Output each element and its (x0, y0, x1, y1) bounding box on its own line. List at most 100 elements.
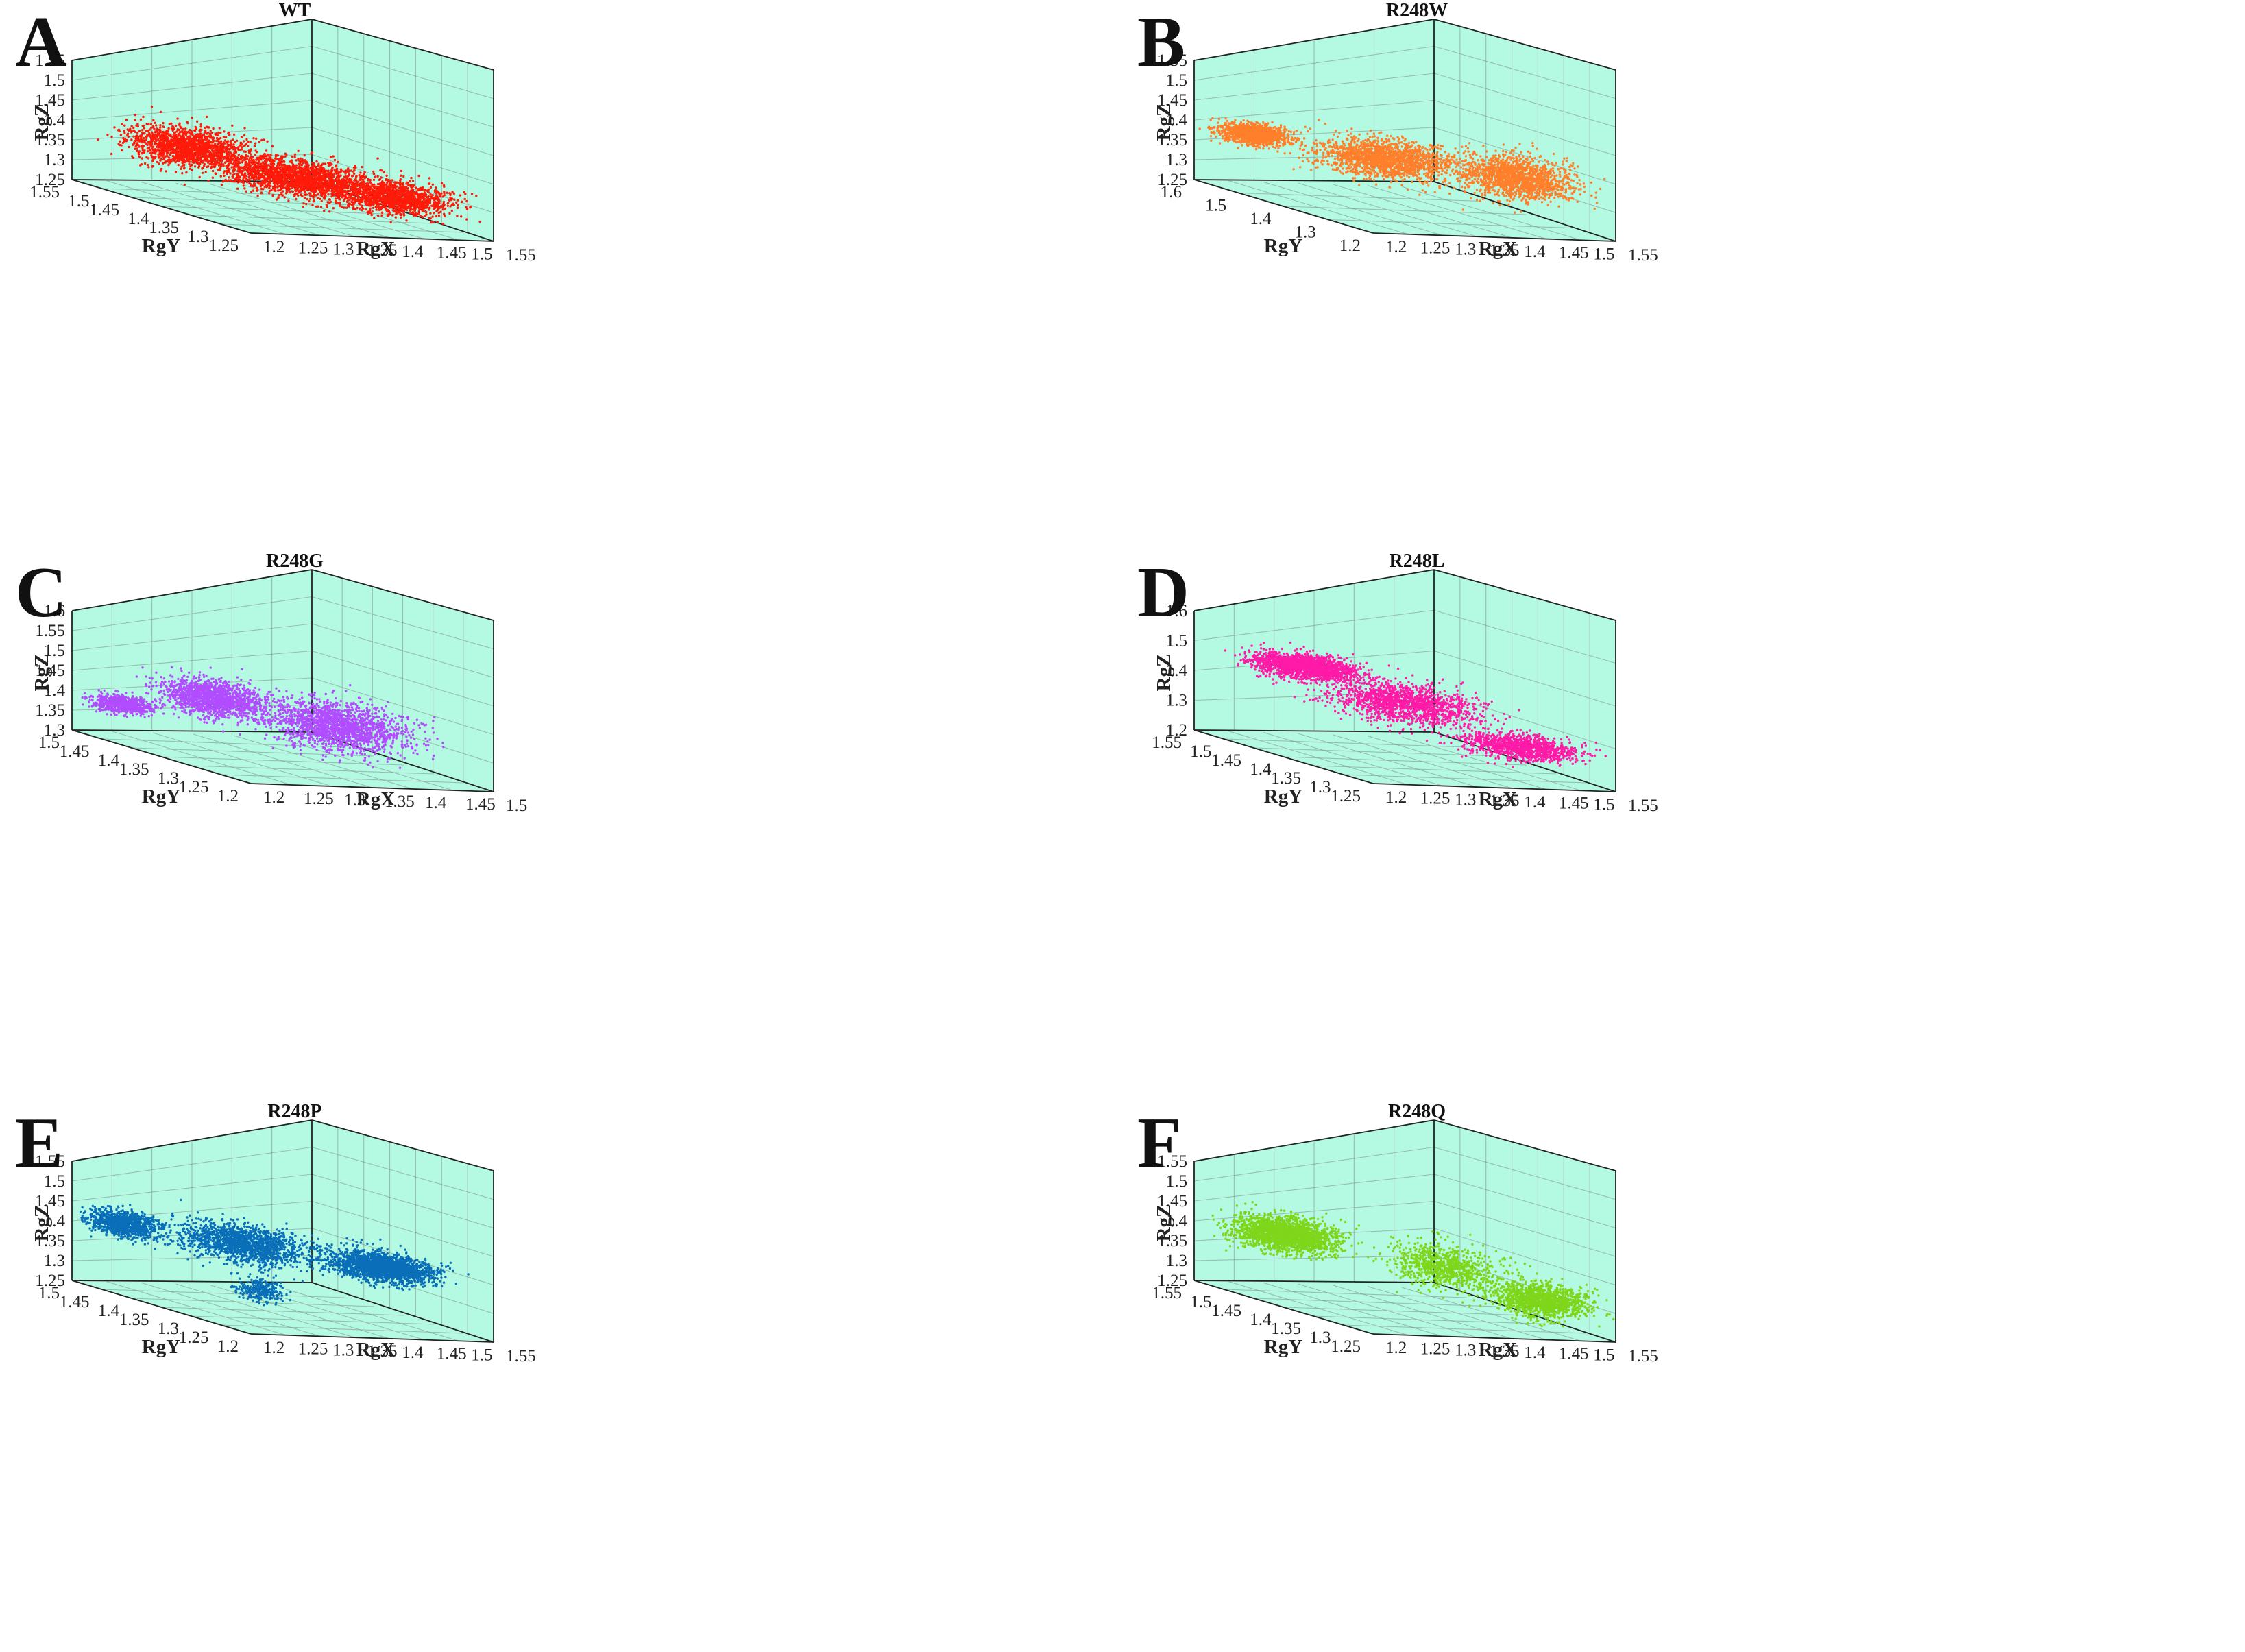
data-point (273, 179, 276, 182)
data-point (227, 132, 230, 135)
data-point (336, 160, 339, 164)
data-point (364, 208, 367, 211)
data-point (199, 123, 202, 126)
data-point (230, 139, 232, 142)
data-point (176, 154, 180, 157)
data-point (330, 177, 333, 180)
data-point (169, 146, 171, 149)
data-point (293, 181, 295, 184)
data-point (244, 168, 247, 171)
data-point (353, 191, 356, 194)
data-point (328, 186, 330, 189)
data-point (191, 169, 193, 171)
data-point (221, 180, 224, 183)
data-point (235, 139, 239, 142)
data-point (286, 181, 289, 184)
data-point (145, 138, 147, 141)
data-point (187, 143, 191, 145)
data-point (242, 169, 245, 172)
data-point (437, 214, 441, 217)
data-point (358, 193, 361, 195)
data-point (180, 157, 184, 160)
data-point (352, 181, 354, 184)
data-point (220, 184, 223, 186)
data-point (276, 167, 279, 170)
data-point (230, 180, 233, 183)
data-point (141, 149, 144, 151)
data-point (421, 186, 424, 189)
data-point (175, 144, 178, 147)
data-point (147, 134, 149, 136)
data-point (97, 138, 99, 141)
data-point (317, 167, 320, 171)
data-point (306, 175, 309, 179)
data-point (167, 160, 170, 163)
data-point (399, 198, 402, 201)
data-point (447, 202, 450, 204)
data-point (363, 171, 366, 174)
data-point (195, 137, 198, 141)
data-point (340, 206, 343, 208)
data-point (364, 202, 367, 206)
data-point (274, 184, 276, 187)
data-point (215, 134, 217, 137)
data-point (381, 184, 384, 187)
data-point (309, 194, 312, 197)
data-point (339, 201, 341, 204)
data-point (402, 205, 405, 208)
data-point (215, 163, 217, 166)
data-point (385, 204, 387, 208)
data-point (205, 138, 208, 141)
data-point (232, 165, 235, 169)
data-point (257, 171, 260, 173)
data-point (204, 150, 206, 153)
data-point (136, 138, 139, 142)
data-point (220, 162, 223, 165)
data-point (189, 165, 192, 168)
data-point (437, 211, 440, 215)
data-point (362, 178, 365, 182)
data-point (437, 191, 440, 194)
data-point (136, 131, 139, 134)
data-point (129, 129, 132, 132)
data-point (300, 193, 302, 197)
data-point (311, 151, 314, 154)
data-point (344, 186, 347, 190)
data-point (180, 140, 184, 143)
data-point (154, 141, 156, 143)
data-point (369, 207, 372, 210)
data-point (332, 207, 335, 210)
data-point (324, 177, 326, 180)
data-point (243, 127, 246, 130)
data-point (185, 171, 188, 174)
data-point (323, 169, 326, 171)
data-point (179, 155, 182, 158)
data-point (175, 140, 178, 143)
data-point (335, 184, 338, 188)
data-point (238, 144, 241, 147)
data-point (110, 152, 113, 156)
data-point (366, 186, 369, 189)
data-point (191, 133, 194, 136)
data-point (440, 182, 444, 184)
data-point (292, 173, 295, 176)
data-point (166, 148, 169, 151)
data-point (409, 209, 412, 212)
data-point (278, 189, 281, 191)
data-point (361, 193, 364, 196)
data-point (151, 156, 154, 158)
data-point (196, 139, 199, 142)
data-point (258, 156, 261, 159)
data-point (157, 155, 160, 158)
data-point (134, 119, 136, 121)
data-point (201, 167, 204, 170)
data-point (262, 157, 265, 160)
data-point (443, 194, 446, 197)
data-point (276, 154, 279, 157)
data-point (368, 195, 371, 198)
data-point (189, 157, 191, 160)
data-point (263, 182, 266, 184)
data-point (355, 181, 358, 184)
box-edge (250, 232, 494, 242)
data-point (285, 191, 289, 193)
